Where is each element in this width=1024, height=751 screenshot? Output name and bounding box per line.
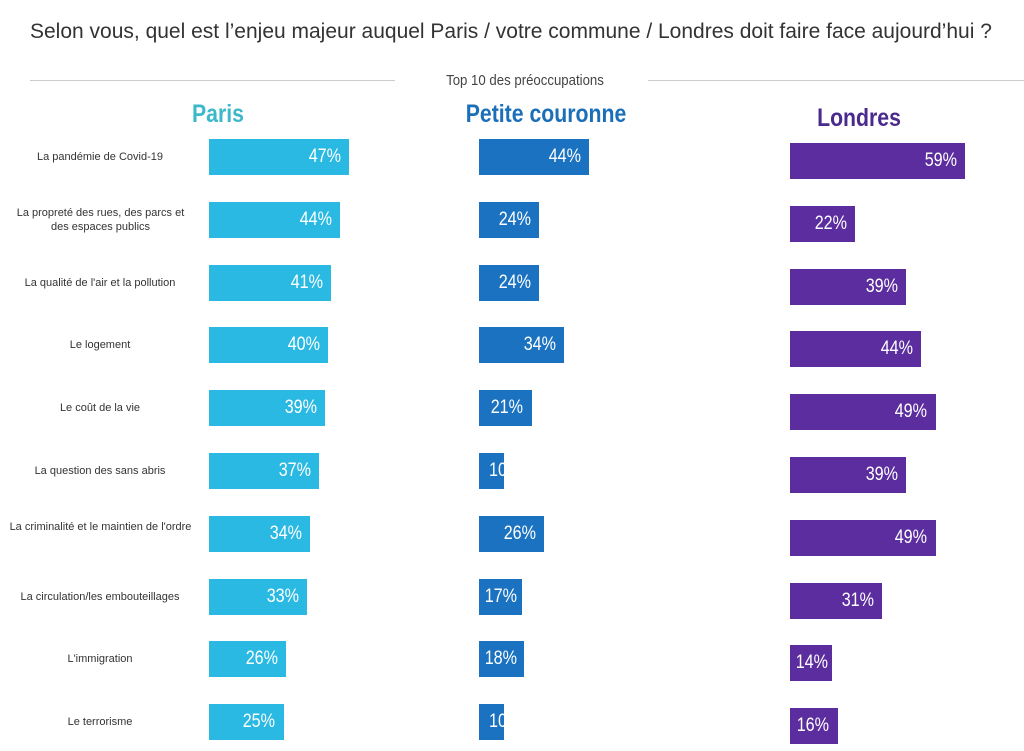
data-label: 33% bbox=[267, 585, 300, 607]
category-label: La qualité de l'air et la pollution bbox=[24, 276, 176, 289]
bar: 33% bbox=[209, 578, 308, 615]
data-label: 44% bbox=[880, 338, 913, 360]
bar: 44% bbox=[790, 331, 921, 368]
data-label: 14% bbox=[795, 652, 829, 674]
data-label: 41% bbox=[290, 271, 324, 293]
category-label: La circulation/les embouteillages bbox=[20, 590, 180, 603]
bar: 25% bbox=[209, 704, 284, 741]
bar: 39% bbox=[790, 457, 906, 493]
bar: 34% bbox=[479, 327, 564, 364]
bar: 26% bbox=[479, 515, 544, 552]
category-label: La criminalité et le maintien de l'ordre bbox=[9, 520, 192, 533]
divider-right bbox=[648, 80, 1024, 81]
category-label: La question des sans abris bbox=[34, 465, 166, 477]
data-label: 37% bbox=[278, 460, 312, 481]
bar: 22% bbox=[790, 205, 856, 242]
bar: 10% bbox=[479, 704, 504, 741]
category-label: Le logement bbox=[69, 339, 131, 352]
data-label: 26% bbox=[246, 648, 279, 670]
bar: 31% bbox=[790, 582, 883, 619]
bar: 44% bbox=[479, 139, 589, 175]
data-label: 47% bbox=[308, 146, 342, 167]
bar: 40% bbox=[209, 327, 329, 364]
data-label: 16% bbox=[797, 715, 830, 737]
data-label: 34% bbox=[269, 522, 303, 544]
series-header: Londres bbox=[817, 104, 901, 132]
bar: 24% bbox=[479, 201, 539, 238]
bar: 47% bbox=[209, 139, 350, 175]
bar: 14% bbox=[790, 645, 832, 682]
data-label: 26% bbox=[503, 522, 536, 544]
divider-left bbox=[30, 80, 395, 81]
category-label: La propreté des rues, des parcs et des e… bbox=[16, 206, 185, 233]
bar: 18% bbox=[479, 641, 524, 678]
bar: 34% bbox=[209, 515, 311, 552]
series-header: Paris bbox=[191, 100, 244, 128]
data-label: 25% bbox=[243, 711, 276, 733]
data-label: 39% bbox=[865, 464, 898, 485]
data-label: 18% bbox=[484, 648, 518, 670]
data-label: 17% bbox=[484, 585, 518, 607]
chart-subtitle: Top 10 des préoccupations bbox=[446, 72, 604, 89]
data-label: 40% bbox=[287, 334, 321, 356]
category-label: L'immigration bbox=[67, 653, 133, 666]
bar: 49% bbox=[790, 394, 936, 431]
data-label: 34% bbox=[523, 334, 556, 356]
bar: 59% bbox=[790, 143, 966, 179]
data-label: 24% bbox=[498, 208, 531, 230]
data-label: 10% bbox=[489, 711, 504, 733]
data-label: 24% bbox=[498, 271, 531, 293]
bar: 16% bbox=[790, 708, 838, 745]
category-label: Le terrorisme bbox=[67, 716, 133, 729]
series-header: Petite couronne bbox=[465, 100, 627, 128]
bar: 44% bbox=[209, 201, 341, 238]
category-label: La pandémie de Covid-19 bbox=[37, 151, 163, 163]
bar: 24% bbox=[479, 264, 539, 301]
bar: 49% bbox=[790, 519, 936, 556]
bar: 10% bbox=[479, 453, 504, 489]
bar: 37% bbox=[209, 453, 320, 489]
chart-title: Selon vous, quel est l’enjeu majeur auqu… bbox=[30, 20, 992, 43]
data-label: 21% bbox=[491, 397, 524, 419]
data-label: 49% bbox=[895, 401, 928, 423]
data-label: 49% bbox=[895, 526, 928, 548]
bar: 39% bbox=[209, 390, 326, 427]
bar: 26% bbox=[209, 641, 287, 678]
data-label: 10% bbox=[489, 460, 504, 481]
bar: 17% bbox=[479, 578, 522, 615]
data-label: 44% bbox=[548, 146, 581, 167]
data-label: 22% bbox=[815, 212, 848, 234]
bar: 21% bbox=[479, 390, 532, 427]
data-label: 31% bbox=[841, 589, 875, 611]
data-label: 59% bbox=[924, 150, 958, 171]
data-label: 39% bbox=[865, 275, 898, 297]
bar: 41% bbox=[209, 264, 332, 301]
category-label: Le coût de la vie bbox=[59, 402, 141, 415]
data-label: 44% bbox=[299, 208, 333, 230]
bar: 39% bbox=[790, 268, 906, 305]
data-label: 39% bbox=[284, 397, 318, 419]
